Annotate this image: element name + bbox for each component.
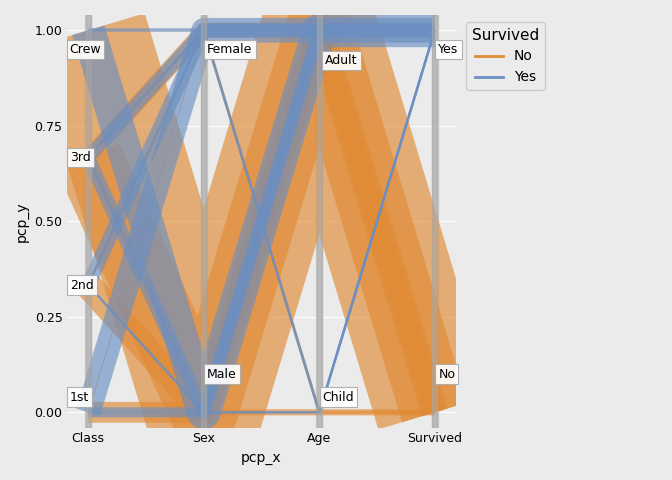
Text: 1st: 1st bbox=[70, 391, 89, 404]
Text: Adult: Adult bbox=[325, 54, 358, 67]
Y-axis label: pcp_y: pcp_y bbox=[15, 201, 29, 241]
Text: No: No bbox=[438, 368, 455, 381]
Legend: No, Yes: No, Yes bbox=[466, 22, 545, 90]
X-axis label: pcp_x: pcp_x bbox=[241, 451, 282, 465]
Bar bbox=[201, 15, 206, 428]
Text: Crew: Crew bbox=[70, 43, 101, 56]
Text: Yes: Yes bbox=[438, 43, 458, 56]
Text: 2nd: 2nd bbox=[70, 278, 93, 291]
Bar bbox=[201, 15, 206, 428]
Text: Female: Female bbox=[207, 43, 253, 56]
Bar bbox=[432, 15, 437, 428]
Text: Male: Male bbox=[207, 368, 237, 381]
Text: 3rd: 3rd bbox=[70, 151, 91, 164]
Bar bbox=[317, 15, 322, 428]
Bar bbox=[85, 15, 91, 428]
Bar bbox=[432, 15, 437, 428]
Bar bbox=[317, 15, 322, 428]
Bar bbox=[85, 15, 91, 428]
Text: Child: Child bbox=[323, 391, 354, 404]
